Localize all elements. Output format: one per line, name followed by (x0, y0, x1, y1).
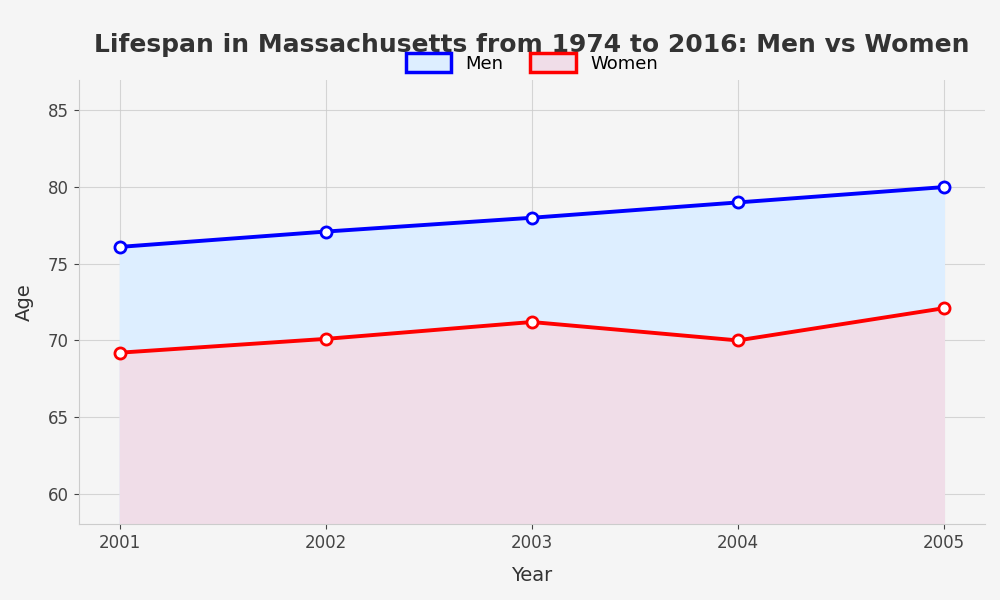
Legend: Men, Women: Men, Women (397, 44, 667, 82)
X-axis label: Year: Year (511, 566, 552, 585)
Y-axis label: Age: Age (15, 283, 34, 321)
Title: Lifespan in Massachusetts from 1974 to 2016: Men vs Women: Lifespan in Massachusetts from 1974 to 2… (94, 33, 970, 57)
